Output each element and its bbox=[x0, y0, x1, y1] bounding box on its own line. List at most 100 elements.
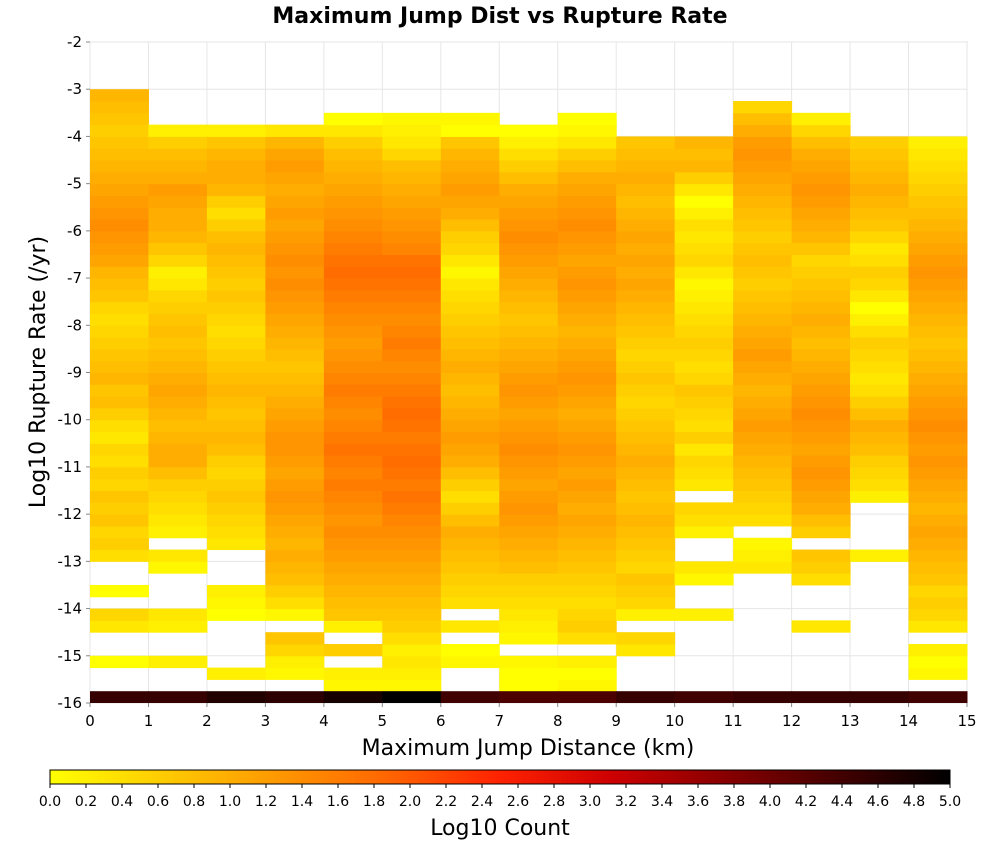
heatmap-cell bbox=[674, 348, 734, 362]
heatmap-cell bbox=[323, 219, 383, 232]
heatmap-cell bbox=[382, 266, 442, 279]
heatmap-cell bbox=[440, 584, 500, 598]
heatmap-cell bbox=[265, 502, 325, 515]
heatmap-cell bbox=[90, 466, 149, 480]
heatmap-cell bbox=[908, 136, 968, 149]
x-tick-label: 11 bbox=[724, 712, 743, 730]
x-tick-label: 15 bbox=[957, 712, 976, 730]
heatmap-cell bbox=[148, 360, 208, 373]
heatmap-cell bbox=[90, 620, 149, 633]
heatmap-cell bbox=[616, 337, 676, 350]
heatmap-cell bbox=[148, 478, 208, 492]
heatmap-cell bbox=[791, 525, 851, 539]
heatmap-cell bbox=[674, 691, 734, 703]
heatmap-cell bbox=[382, 148, 442, 161]
heatmap-cell bbox=[499, 348, 559, 362]
y-tick-label: -8 bbox=[67, 316, 82, 334]
heatmap-cell bbox=[323, 171, 383, 185]
heatmap-cell bbox=[382, 396, 442, 409]
heatmap-cell bbox=[850, 348, 910, 362]
heatmap-cell bbox=[323, 478, 383, 492]
heatmap-cell bbox=[265, 407, 325, 421]
heatmap-cell bbox=[557, 301, 617, 314]
heatmap-cell bbox=[440, 207, 500, 220]
heatmap-cell bbox=[733, 455, 793, 468]
heatmap-cell bbox=[499, 313, 559, 326]
heatmap-cell bbox=[616, 289, 676, 303]
heatmap-cell bbox=[323, 419, 383, 433]
colorbar-tick-label: 2.0 bbox=[399, 794, 421, 810]
heatmap-cell bbox=[557, 160, 617, 173]
heatmap-cell bbox=[90, 549, 149, 562]
heatmap-cell bbox=[90, 407, 149, 421]
heatmap-cell bbox=[850, 431, 910, 444]
heatmap-cell bbox=[499, 372, 559, 385]
heatmap-cell bbox=[616, 549, 676, 562]
heatmap-cell bbox=[616, 632, 676, 645]
heatmap-cell bbox=[382, 325, 442, 338]
chart-title: Maximum Jump Dist vs Rupture Rate bbox=[272, 4, 727, 29]
heatmap-cell bbox=[733, 195, 793, 208]
heatmap-cell bbox=[440, 112, 500, 126]
heatmap-cell bbox=[850, 337, 910, 350]
heatmap-cell bbox=[616, 360, 676, 373]
heatmap-cell bbox=[323, 679, 383, 692]
heatmap-cell bbox=[382, 455, 442, 468]
heatmap-cell bbox=[557, 337, 617, 350]
heatmap-cell bbox=[323, 443, 383, 456]
heatmap-cell bbox=[791, 348, 851, 362]
heatmap-cell bbox=[791, 561, 851, 574]
heatmap-cell bbox=[440, 419, 500, 433]
heatmap-cell bbox=[674, 148, 734, 161]
heatmap-cell bbox=[674, 313, 734, 326]
heatmap-cell bbox=[440, 561, 500, 574]
heatmap-cell bbox=[206, 136, 266, 149]
heatmap-cell bbox=[382, 112, 442, 126]
colorbar-tick-label: 2.8 bbox=[543, 794, 565, 810]
heatmap-cell bbox=[791, 502, 851, 515]
heatmap-cell bbox=[791, 160, 851, 173]
y-tick-label: -14 bbox=[58, 600, 83, 618]
heatmap-cell bbox=[499, 337, 559, 350]
colorbar-tick-label: 4.0 bbox=[759, 794, 781, 810]
y-axis-ticks: -2 -3 -4 -5 -6 -7 -8 -9 -10 -11 -12 -13 -14 -15 -16 bbox=[58, 33, 90, 712]
heatmap-cell bbox=[440, 466, 500, 480]
heatmap-cell bbox=[674, 431, 734, 444]
heatmap-cell bbox=[499, 325, 559, 338]
heatmap-cell bbox=[674, 608, 734, 621]
heatmap-cell bbox=[148, 502, 208, 515]
heatmap-cell bbox=[791, 242, 851, 255]
heatmap-cell bbox=[850, 443, 910, 456]
heatmap-cell bbox=[791, 112, 851, 126]
x-tick-label: 13 bbox=[841, 712, 860, 730]
heatmap-cell bbox=[791, 455, 851, 468]
heatmap-cell bbox=[791, 289, 851, 303]
heatmap-cell bbox=[850, 490, 910, 503]
heatmap-cell bbox=[265, 242, 325, 255]
heatmap-cell bbox=[440, 278, 500, 291]
heatmap-cell bbox=[557, 573, 617, 586]
heatmap-cell bbox=[382, 372, 442, 385]
heatmap-cell bbox=[440, 301, 500, 314]
heatmap-cell bbox=[206, 160, 266, 173]
heatmap-cell bbox=[616, 431, 676, 444]
heatmap-cell bbox=[557, 148, 617, 161]
heatmap-cell bbox=[323, 230, 383, 244]
heatmap-cell bbox=[908, 242, 968, 255]
heatmap-cell bbox=[733, 443, 793, 456]
heatmap-cell bbox=[908, 266, 968, 279]
heatmap-cell bbox=[733, 360, 793, 373]
x-tick-label: 9 bbox=[611, 712, 621, 730]
heatmap-cell bbox=[499, 242, 559, 255]
heatmap-cell bbox=[323, 466, 383, 480]
heatmap-cell bbox=[382, 348, 442, 362]
heatmap-cell bbox=[323, 561, 383, 574]
heatmap-cell bbox=[733, 313, 793, 326]
heatmap-cell bbox=[206, 372, 266, 385]
heatmap-cell bbox=[733, 230, 793, 244]
y-tick-label: -15 bbox=[58, 647, 83, 665]
heatmap-cell bbox=[616, 171, 676, 185]
heatmap-cell bbox=[850, 360, 910, 373]
heatmap-cell bbox=[616, 183, 676, 196]
heatmap-cell bbox=[440, 136, 500, 149]
